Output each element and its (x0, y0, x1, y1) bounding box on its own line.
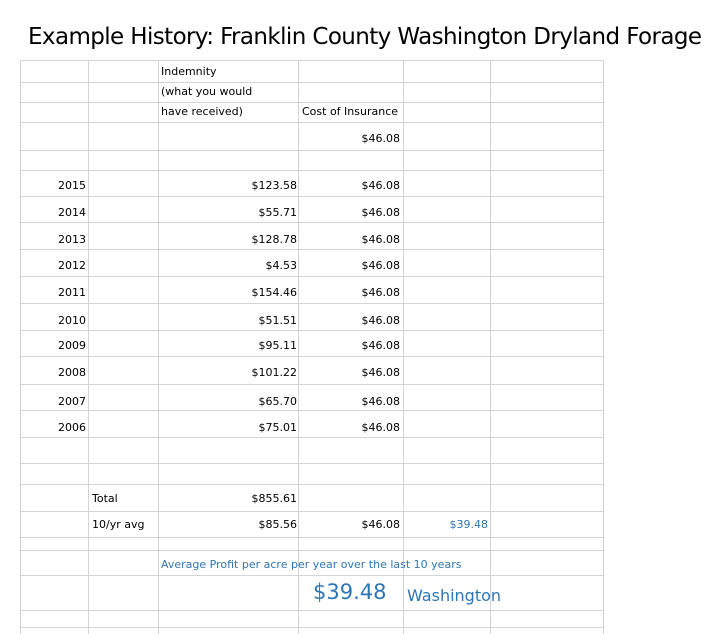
avg-profit: $39.48 (449, 518, 489, 531)
indemnity-header-line1: Indemnity (161, 65, 217, 78)
cost-header: Cost of Insurance (302, 105, 399, 118)
row-cost: $46.08 (361, 366, 401, 379)
row-cost: $46.08 (361, 259, 401, 272)
row-cost: $46.08 (361, 233, 401, 246)
base-cost: $46.08 (361, 132, 401, 145)
row-indemnity: $128.78 (251, 233, 298, 246)
row-year: 2015 (58, 179, 86, 192)
avg-cost: $46.08 (361, 518, 401, 531)
row-indemnity: $123.58 (251, 179, 298, 192)
row-indemnity: $51.51 (258, 314, 298, 327)
row-year: 2011 (58, 286, 86, 299)
total-indemnity: $855.61 (251, 492, 298, 505)
row-year: 2013 (58, 233, 86, 246)
row-cost: $46.08 (361, 314, 401, 327)
row-indemnity: $101.22 (251, 366, 298, 379)
row-cost: $46.08 (361, 206, 401, 219)
row-year: 2012 (58, 259, 86, 272)
row-year: 2008 (58, 366, 86, 379)
row-indemnity: $4.53 (265, 259, 298, 272)
row-indemnity: $65.70 (258, 395, 298, 408)
row-cost: $46.08 (361, 339, 401, 352)
row-cost: $46.08 (361, 421, 401, 434)
row-year: 2007 (58, 395, 86, 408)
avg-indemnity: $85.56 (258, 518, 298, 531)
profit-caption: Average Profit per acre per year over th… (161, 558, 462, 571)
row-cost: $46.08 (361, 286, 401, 299)
total-label: Total (92, 492, 118, 505)
indemnity-header-line3: have received) (161, 105, 243, 118)
row-indemnity: $75.01 (258, 421, 298, 434)
row-year: 2009 (58, 339, 86, 352)
avg-label: 10/yr avg (92, 518, 145, 531)
profit-big-value: $39.48 (313, 580, 387, 604)
row-indemnity: $55.71 (258, 206, 298, 219)
row-cost: $46.08 (361, 395, 401, 408)
row-year: 2006 (58, 421, 86, 434)
row-cost: $46.08 (361, 179, 401, 192)
row-indemnity: $95.11 (258, 339, 298, 352)
row-year: 2014 (58, 206, 86, 219)
state-label: Washington (407, 586, 502, 605)
indemnity-header-line2: (what you would (161, 85, 253, 98)
row-indemnity: $154.46 (251, 286, 298, 299)
sheet-title: Example History: Franklin County Washing… (28, 24, 702, 50)
row-year: 2010 (58, 314, 86, 327)
